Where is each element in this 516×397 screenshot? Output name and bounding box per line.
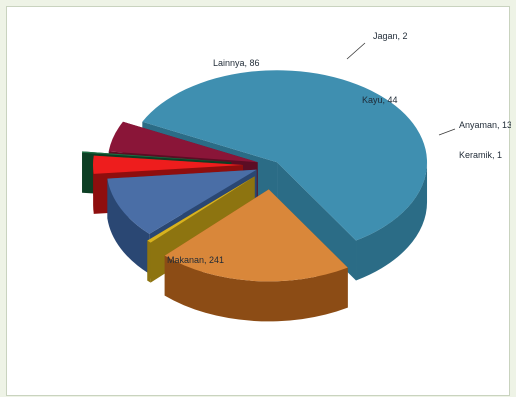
slice-makanan-wall-1 [277,162,357,281]
slice-kayu [107,169,257,234]
slice-kayu-side [107,178,150,274]
slice-jagan-side [147,240,151,283]
slice-unlabeled [108,121,258,163]
pie-chart: Makanan, 241 Lainnya, 86 Jagan, 2 Kayu, 44 A… [82,31,511,322]
data-label-makanan: Makanan, 241 [167,255,224,265]
chart-frame: Makanan, 241 Lainnya, 86 Jagan, 2 Kayu, 44 A… [6,6,511,396]
data-label-anyaman: Anyaman, 13 [459,120,511,130]
slice-jagan [147,176,255,243]
data-label-lainnya: Lainnya, 86 [213,58,260,68]
slice-lainnya [164,189,348,282]
slice-makanan [142,70,428,241]
slice-lainnya-side [164,255,348,322]
data-label-kayu: Kayu, 44 [362,95,398,105]
pie-labels: Makanan, 241 Lainnya, 86 Jagan, 2 Kayu, 44 A… [167,31,511,265]
slice-anyaman [93,155,244,174]
data-label-keramik: Keramik, 1 [459,150,502,160]
pie-top-faces [82,70,428,282]
slice-makanan-side [356,162,428,281]
data-label-jagan: Jagan, 2 [373,31,408,41]
slice-anyaman-side [93,164,94,214]
leader-line-jagan [346,42,366,60]
slice-keramik [82,151,232,163]
leader-line-anyaman [438,128,456,136]
